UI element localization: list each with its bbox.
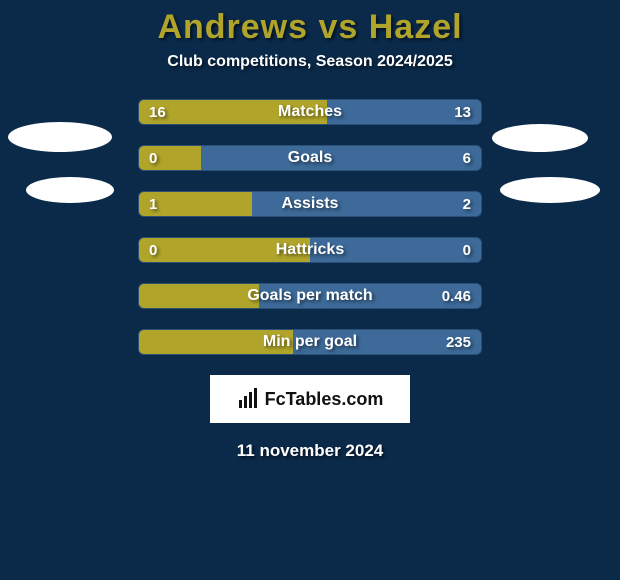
stat-value-left: 0 <box>149 146 157 170</box>
stat-row: Min per goal235 <box>138 329 482 355</box>
subtitle: Club competitions, Season 2024/2025 <box>0 53 620 71</box>
stat-row: Hattricks0 0 <box>138 237 482 263</box>
stat-label: Goals per match <box>139 284 481 308</box>
stat-label: Min per goal <box>139 330 481 354</box>
stat-value-left: 0 <box>149 238 157 262</box>
stat-label: Assists <box>139 192 481 216</box>
stat-value-right: 0 <box>463 238 471 262</box>
stat-value-left: 16 <box>149 100 166 124</box>
comparison-chart: Matches1613Goals06Assists12Hattricks00Go… <box>138 99 482 355</box>
stat-row: Goals per match0.46 <box>138 283 482 309</box>
brand-text: FcTables.com <box>265 389 384 410</box>
stat-label: Goals <box>139 146 481 170</box>
chart-icon <box>237 388 259 410</box>
stat-label: Matches <box>139 100 481 124</box>
stat-value-right: 2 <box>463 192 471 216</box>
stat-row: Goals0 6 <box>138 145 482 171</box>
canvas: Andrews vs Hazel Club competitions, Seas… <box>0 0 620 580</box>
blob-right-2 <box>500 177 600 203</box>
stat-value-right: 13 <box>454 100 471 124</box>
stat-row: Assists1 2 <box>138 191 482 217</box>
blob-left-1 <box>8 122 112 152</box>
stat-value-right: 0.46 <box>442 284 471 308</box>
stat-row: Matches16 13 <box>138 99 482 125</box>
stat-value-right: 235 <box>446 330 471 354</box>
stat-value-right: 6 <box>463 146 471 170</box>
page-title: Andrews vs Hazel <box>0 0 620 47</box>
stat-value-left: 1 <box>149 192 157 216</box>
stat-label: Hattricks <box>139 238 481 262</box>
date-line: 11 november 2024 <box>0 441 620 461</box>
blob-left-2 <box>26 177 114 203</box>
brand-badge: FcTables.com <box>210 375 410 423</box>
blob-right-1 <box>492 124 588 152</box>
